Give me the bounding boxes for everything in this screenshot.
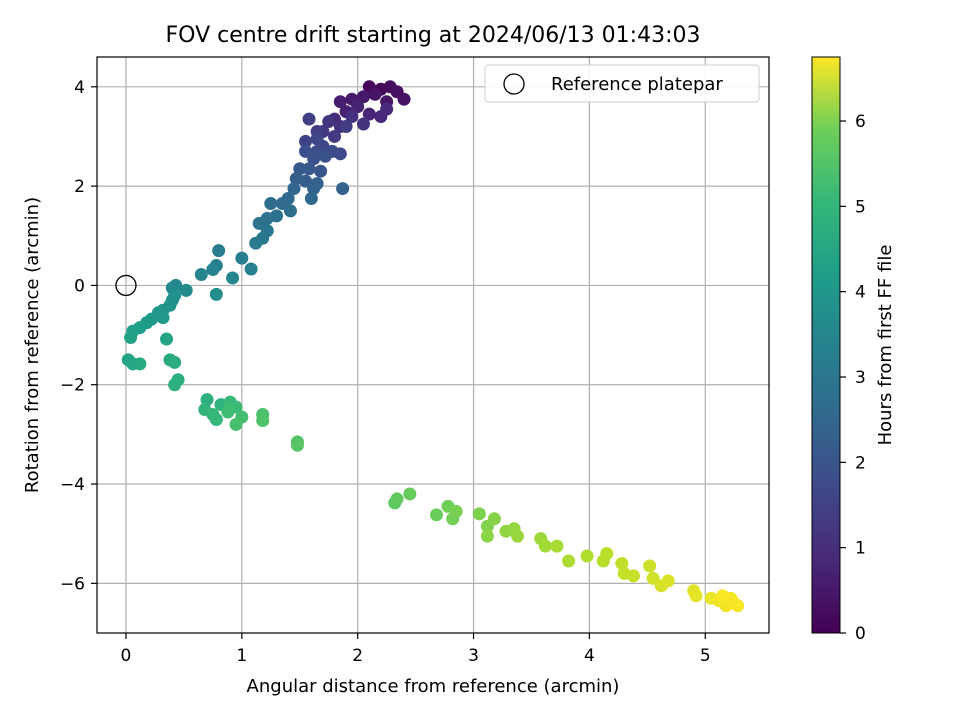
data-point: [351, 100, 365, 114]
legend: Reference platepar: [484, 64, 760, 103]
data-point: [345, 110, 359, 124]
data-point: [600, 547, 614, 561]
colorbar-tick-label: 6: [855, 112, 866, 132]
data-point: [511, 529, 525, 543]
data-point: [293, 162, 307, 176]
data-point: [209, 412, 223, 426]
y-tick-label: −6: [60, 574, 85, 594]
data-point: [249, 236, 263, 250]
data-point: [318, 149, 332, 163]
data-point: [283, 204, 297, 218]
data-point: [580, 549, 594, 563]
x-tick-label: 0: [121, 646, 132, 666]
data-point: [156, 311, 170, 325]
legend-label: Reference platepar: [551, 74, 723, 95]
data-point: [256, 413, 270, 427]
data-point: [212, 244, 226, 258]
y-tick-label: −4: [60, 475, 85, 495]
data-point: [179, 283, 193, 297]
data-point: [264, 196, 278, 210]
data-point: [302, 162, 316, 176]
data-point: [333, 95, 347, 109]
data-point: [287, 182, 301, 196]
data-point: [302, 112, 316, 126]
y-tick-label: 0: [74, 276, 85, 296]
reference-point-marker: [115, 274, 137, 297]
colorbar-tick-label: 2: [855, 453, 866, 473]
x-tick-label: 5: [700, 646, 711, 666]
y-tick-label: −2: [60, 376, 85, 396]
data-point: [356, 90, 370, 104]
data-point: [168, 355, 182, 369]
data-point: [390, 492, 404, 506]
data-point: [380, 102, 394, 116]
y-tick-label: 4: [74, 78, 85, 98]
data-point: [133, 357, 147, 371]
data-point: [716, 589, 730, 603]
x-tick-label: 4: [584, 646, 595, 666]
data-point: [356, 117, 370, 131]
colorbar: 0 1 2 3 4 5 6 Hours from first FF file: [811, 56, 896, 644]
data-point: [403, 487, 417, 501]
legend-marker-circle: [503, 73, 525, 95]
data-point: [290, 438, 304, 452]
data-point: [200, 393, 214, 407]
data-point: [731, 599, 745, 613]
data-point: [368, 87, 382, 101]
x-axis-label: Angular distance from reference (arcmin): [247, 676, 620, 697]
colorbar-tick-label: 1: [855, 539, 866, 559]
x-tick-label: 3: [468, 646, 479, 666]
data-point: [689, 589, 703, 603]
chart-title: FOV centre drift starting at 2024/06/13 …: [166, 23, 701, 48]
colorbar-label: Hours from first FF file: [875, 245, 896, 446]
data-point: [124, 331, 138, 345]
data-point: [615, 556, 629, 570]
data-point: [314, 164, 328, 178]
data-point: [206, 263, 220, 277]
colorbar-tick-label: 5: [855, 197, 866, 217]
legend-frame: [484, 64, 760, 103]
data-point: [244, 262, 258, 276]
colorbar-tick-label: 4: [855, 283, 866, 303]
data-point: [307, 152, 321, 166]
plot-area: 0 1 2 3 4 5 −6 −4 −2 0 2 4: [60, 56, 770, 666]
data-point: [221, 405, 235, 419]
x-tick-label: 1: [236, 646, 247, 666]
colorbar-tick-label: 3: [855, 368, 866, 388]
data-point: [194, 267, 208, 281]
y-tick-label: 2: [74, 177, 85, 197]
data-point: [487, 512, 501, 526]
x-tick-label: 2: [352, 646, 363, 666]
colorbar-tick-label: 0: [855, 624, 866, 644]
data-point: [307, 182, 321, 196]
data-point: [538, 539, 552, 553]
data-point: [480, 529, 494, 543]
data-point: [429, 508, 443, 522]
data-point: [235, 251, 249, 265]
data-point: [328, 129, 342, 143]
data-point: [229, 417, 243, 431]
data-point: [643, 559, 657, 573]
data-point: [226, 271, 240, 285]
data-point: [299, 134, 313, 148]
data-point: [304, 192, 318, 206]
data-point: [339, 120, 353, 134]
colorbar-gradient: [811, 56, 841, 634]
data-point: [449, 504, 463, 518]
data-point: [362, 107, 376, 121]
data-point: [661, 574, 675, 588]
y-axis-label: Rotation from reference (arcmin): [22, 197, 43, 493]
data-point: [562, 554, 576, 568]
data-point: [472, 507, 486, 521]
data-point: [209, 287, 223, 301]
data-point: [322, 115, 336, 129]
data-point: [168, 378, 182, 392]
data-point: [397, 92, 411, 106]
data-point: [550, 539, 564, 553]
data-point: [160, 332, 174, 346]
axes-frame: [96, 56, 770, 634]
data-point: [626, 569, 640, 583]
data-point: [336, 182, 350, 196]
